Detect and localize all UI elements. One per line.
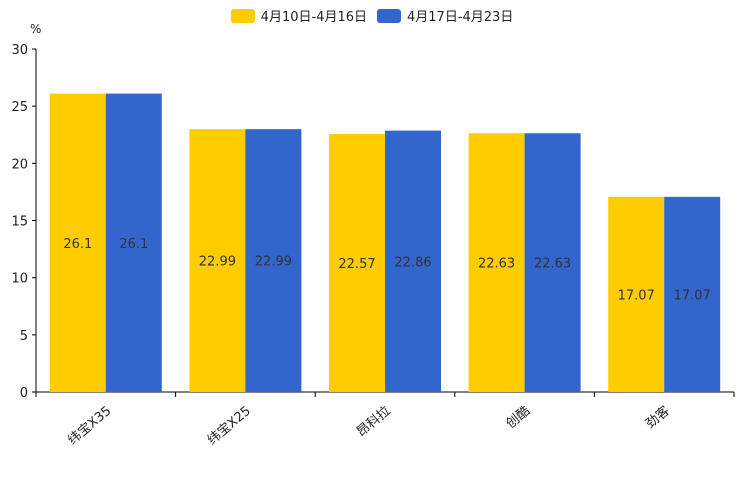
bar-data-label: 22.63 [478,257,515,272]
bar [245,129,302,393]
bar-data-label: 17.07 [618,288,655,303]
y-tick-label: 30 [11,43,28,58]
bar [385,130,441,392]
bar-data-label: 17.07 [674,288,711,303]
y-tick-label: 20 [11,157,28,172]
bar-data-label: 22.99 [199,255,236,270]
bar-data-label: 22.57 [338,257,375,272]
legend-swatch-series-2 [377,8,401,23]
y-tick-label: 0 [20,386,28,401]
y-tick-label: 10 [11,272,28,287]
y-axis-unit-label: % [30,22,42,36]
x-tick-label: 创酷 [504,404,534,432]
legend-item-series-1[interactable]: 4月10日-4月16日 [230,6,367,25]
bar-data-label: 26.1 [63,237,92,252]
bar-data-label: 26.1 [119,237,148,252]
bar-data-label: 22.99 [255,255,292,270]
x-tick-label: 纬宝X25 [205,404,254,449]
x-tick-label: 昂科拉 [354,404,394,441]
bar [105,93,162,392]
bar [468,133,525,392]
legend-item-series-2[interactable]: 4月17日-4月23日 [377,6,513,25]
bar [524,133,581,392]
x-tick-label: 纬宝X35 [65,404,114,449]
legend-swatch-series-1 [230,8,255,23]
bar-data-label: 22.86 [394,255,431,270]
y-tick-label: 15 [11,215,28,230]
bar [664,196,721,392]
legend-label-series-1: 4月10日-4月16日 [260,10,367,25]
bar [189,129,246,393]
legend: 4月10日-4月16日 4月17日-4月23日 [0,6,744,25]
y-tick-label: 5 [20,329,28,344]
bar [329,133,385,393]
x-tick-label: 劲客 [643,403,673,432]
bar [49,93,106,392]
bar-data-label: 22.63 [534,257,571,272]
legend-label-series-2: 4月17日-4月23日 [407,10,514,25]
bar [608,196,665,392]
y-tick-label: 25 [11,100,28,115]
